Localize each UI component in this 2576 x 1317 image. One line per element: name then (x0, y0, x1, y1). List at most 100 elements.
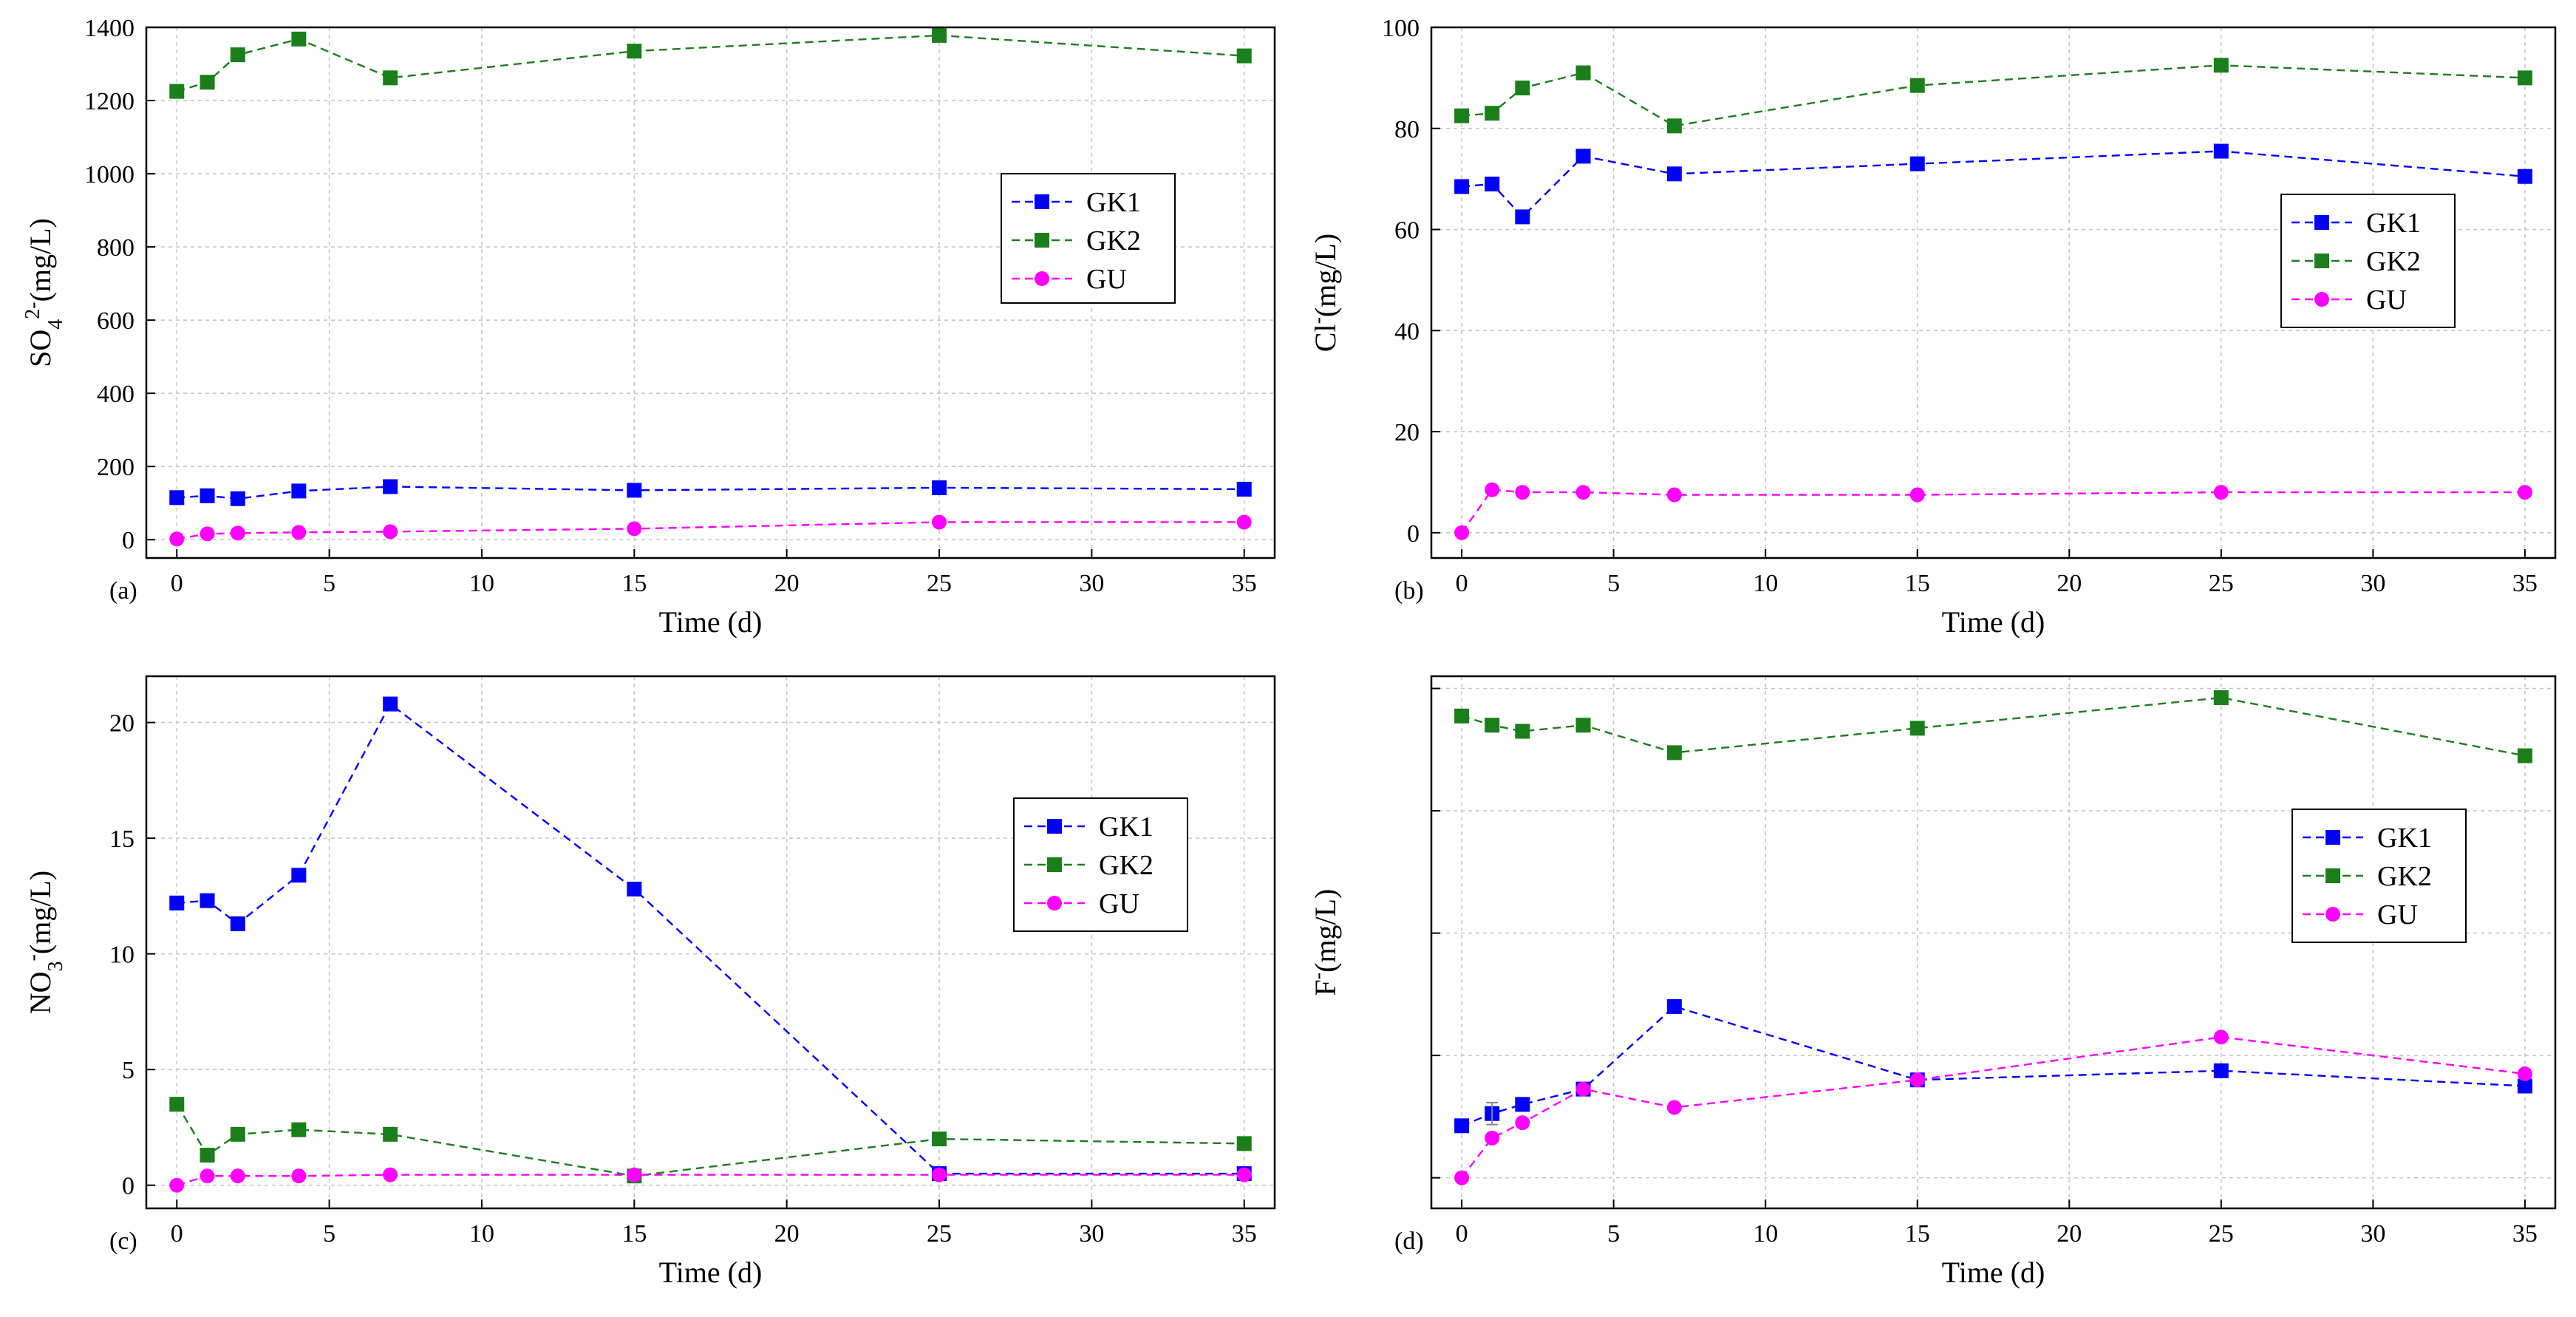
data-point-gk1 (200, 893, 215, 908)
data-point-gk2 (1909, 721, 1925, 736)
data-point-gk1 (169, 895, 185, 911)
data-point-gu (291, 1168, 307, 1184)
legend-marker-gu (1035, 271, 1049, 286)
data-point-gu (1485, 482, 1500, 497)
data-point-gk2 (2213, 58, 2229, 73)
data-point-gu (2213, 485, 2229, 500)
data-point-gk2 (932, 1131, 947, 1147)
y-tick-label: 20 (1394, 419, 1420, 446)
chart-panel-b: 0 5 10 15 20 25 30 35 0 20 40 60 80 100 Time (d) Cl-(mg… (1306, 15, 2557, 639)
plot-frame (145, 675, 1276, 1210)
data-point-gk1 (932, 480, 947, 495)
data-point-gk2 (383, 70, 398, 86)
y-tick-label: 400 (97, 381, 134, 408)
y-tick-label: 20 (109, 710, 134, 738)
data-point-gk2 (169, 1097, 185, 1112)
series-line-gk2 (176, 1103, 1244, 1177)
series-line-gk1 (177, 486, 1244, 500)
data-point-gu (1515, 485, 1530, 500)
x-tick-label: 0 (171, 1220, 183, 1248)
y-tick-label: 15 (109, 826, 134, 853)
data-point-gk2 (2213, 690, 2229, 705)
series-line-gu (1461, 489, 2525, 534)
data-point-gk1 (230, 916, 245, 931)
data-point-gu (1909, 487, 1925, 503)
y-axis-title: Cl-(mg/L) (1306, 234, 1343, 352)
x-tick-label: 25 (927, 570, 952, 597)
x-tick-label: 20 (2057, 570, 2082, 597)
legend-label-gk1: GK1 (1099, 811, 1154, 843)
data-point-gk1 (1515, 1097, 1530, 1112)
x-tick-label: 30 (1079, 1220, 1104, 1248)
legend-label-gk2: GK2 (2377, 861, 2432, 892)
data-point-gu (2517, 485, 2532, 500)
series-line-gk2 (176, 34, 1244, 92)
data-point-gk2 (1454, 108, 1470, 123)
data-point-gk1 (627, 882, 642, 896)
series-line-gk1 (1461, 1005, 2525, 1127)
data-point-gk2 (1666, 745, 1682, 760)
data-point-gk1 (1454, 179, 1470, 194)
legend-label-gk1: GK1 (1086, 187, 1141, 218)
series-line-gk2 (1462, 64, 2525, 127)
y-tick-label: 0 (122, 527, 134, 554)
data-point-gu (1909, 1072, 1925, 1088)
x-tick-label: 0 (1456, 1220, 1468, 1248)
series-line-gk1 (177, 702, 1244, 1175)
data-point-gk1 (383, 696, 398, 712)
data-point-gu (932, 514, 947, 530)
data-point-gu (2517, 1066, 2532, 1081)
chart-panel-d: 0 5 10 15 20 25 30 35 Time (d) F-(mg/L) (d) GK1 GK2 G… (1306, 675, 2557, 1289)
data-point-gk1 (2517, 169, 2532, 184)
data-point-gu (383, 1167, 398, 1182)
data-point-gk2 (291, 1122, 307, 1137)
plot-frame (145, 26, 1276, 559)
chart-panel-c: 0 5 10 15 20 25 30 35 0 5 10 15 20 Time (d) NO3-(mg/L)… (21, 675, 1276, 1289)
x-tick-label: 0 (1456, 570, 1468, 597)
panel-label: (b) (1394, 577, 1424, 605)
data-point-gu (1575, 1081, 1591, 1097)
x-tick-label: 20 (774, 1220, 800, 1248)
data-point-gk2 (383, 1126, 398, 1142)
series-line-gu (1461, 1036, 2526, 1179)
data-point-gu (200, 526, 215, 542)
data-point-gk2 (1575, 65, 1591, 81)
legend-marker-gk1 (1035, 194, 1049, 209)
y-tick-label: 0 (1407, 520, 1420, 548)
y-tick-label: 0 (122, 1173, 134, 1200)
data-point-gu (169, 531, 185, 547)
data-point-gk1 (1909, 156, 1925, 171)
x-tick-label: 5 (323, 1220, 335, 1248)
legend-label-gu: GU (2377, 899, 2418, 930)
x-tick-label: 10 (469, 570, 494, 597)
legend-marker-gu (2314, 292, 2329, 307)
data-point-gk1 (1666, 998, 1682, 1014)
legend-box (1001, 173, 1176, 304)
y-tick-label: 200 (97, 454, 134, 481)
data-point-gk1 (1485, 176, 1500, 191)
data-point-gu (291, 525, 307, 540)
y-tick-label: 40 (1394, 318, 1420, 345)
legend-label-gk2: GK2 (1086, 225, 1141, 256)
y-tick-label: 1400 (84, 15, 134, 42)
data-point-gk1 (230, 491, 245, 506)
y-tick-label: 80 (1394, 116, 1420, 143)
data-point-gk1 (169, 490, 185, 506)
data-point-gk2 (627, 44, 642, 59)
data-point-gu (200, 1168, 215, 1184)
x-tick-label: 0 (171, 570, 183, 597)
legend-label-gk2: GK2 (2366, 246, 2421, 277)
data-point-gk2 (200, 75, 215, 90)
data-point-gk1 (2213, 1063, 2229, 1078)
x-tick-label: 5 (1607, 570, 1620, 597)
data-point-gk2 (1666, 118, 1682, 134)
data-point-gk2 (291, 31, 307, 47)
data-point-gu (1515, 1115, 1530, 1131)
data-point-gk1 (1454, 1118, 1470, 1134)
legend-label-gk1: GK1 (2366, 208, 2421, 239)
panel-label: (a) (109, 577, 137, 605)
y-axis-title: NO3-(mg/L) (21, 871, 67, 1014)
y-tick-label: 5 (122, 1057, 134, 1084)
series-line-gk2 (1461, 696, 2526, 757)
x-tick-label: 25 (2209, 1220, 2234, 1248)
